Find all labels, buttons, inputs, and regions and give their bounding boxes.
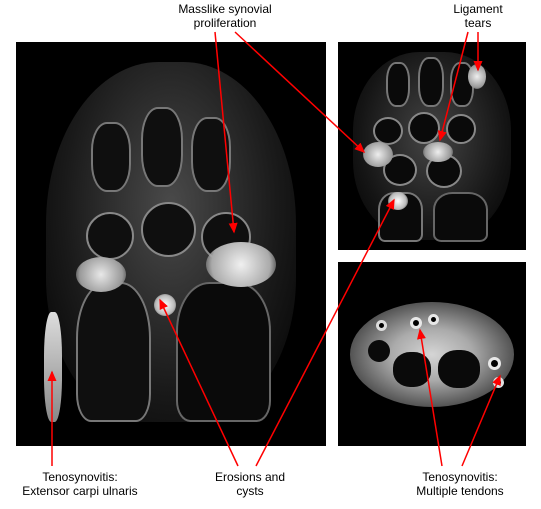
label-text: Masslike synovial (178, 2, 271, 16)
label-text: proliferation (194, 16, 257, 30)
label-text: Tenosynovitis: (42, 470, 117, 484)
label-ligament: Ligament tears (438, 2, 518, 31)
label-text: Erosions and (215, 470, 285, 484)
label-tenosynovitis-ecu: Tenosynovitis: Extensor carpi ulnaris (10, 470, 150, 499)
mri-axial (338, 262, 526, 446)
mri-coronal-large (16, 42, 326, 446)
label-text: cysts (236, 484, 263, 498)
label-erosions: Erosions and cysts (200, 470, 300, 499)
label-text: Multiple tendons (416, 484, 503, 498)
label-masslike: Masslike synovial proliferation (155, 2, 295, 31)
label-tenosynovitis-multi: Tenosynovitis: Multiple tendons (400, 470, 520, 499)
label-text: Tenosynovitis: (422, 470, 497, 484)
label-text: Extensor carpi ulnaris (22, 484, 137, 498)
label-text: Ligament (453, 2, 502, 16)
mri-coronal-small (338, 42, 526, 250)
label-text: tears (465, 16, 492, 30)
